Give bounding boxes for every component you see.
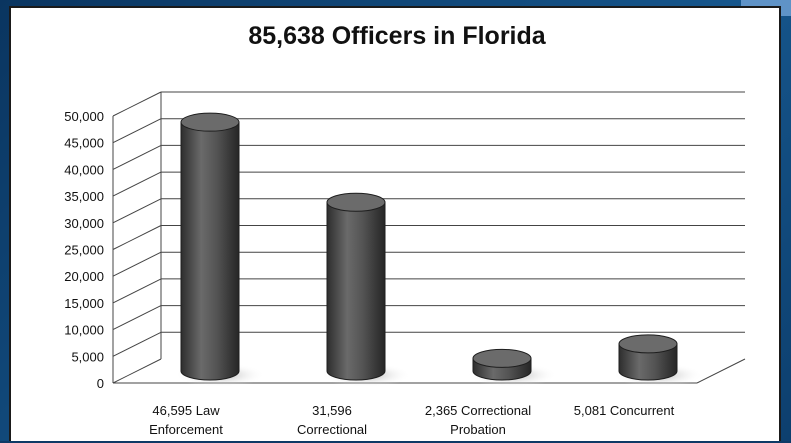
bar bbox=[321, 192, 411, 387]
bar-chart: 0 5,000 10,000 15,000 20,000 25,000 30,000 35,0… bbox=[64, 91, 746, 437]
bar-body bbox=[326, 201, 386, 381]
y-tick-label: 40,000 bbox=[64, 162, 104, 177]
floor-right-edge bbox=[696, 358, 746, 384]
gridline-depth bbox=[112, 144, 162, 170]
x-tick-label: 46,595 Law bbox=[152, 403, 220, 418]
y-tick-label: 5,000 bbox=[71, 349, 104, 364]
gridline-depth bbox=[112, 331, 162, 357]
gridline-depth bbox=[112, 171, 162, 197]
x-tick-label: Correctional bbox=[297, 422, 367, 437]
y-tick-label: 10,000 bbox=[64, 323, 104, 338]
gridline-depth bbox=[112, 305, 162, 331]
x-tick-label: 2,365 Correctional bbox=[425, 403, 531, 418]
floor-left-edge bbox=[112, 358, 162, 384]
gridline-depth bbox=[112, 91, 162, 117]
y-tick-label: 50,000 bbox=[64, 109, 104, 124]
x-tick-label: 5,081 Concurrent bbox=[574, 403, 675, 418]
y-axis: 0 5,000 10,000 15,000 20,000 25,000 30,000 35,0… bbox=[64, 109, 104, 391]
y-tick-label: 30,000 bbox=[64, 216, 104, 231]
bar bbox=[175, 112, 265, 387]
bar-top bbox=[472, 348, 532, 368]
y-tick-label: 0 bbox=[97, 376, 104, 391]
gridline-depth bbox=[112, 198, 162, 224]
gridline-depth bbox=[112, 118, 162, 144]
x-tick-label: Probation bbox=[450, 422, 506, 437]
bar-body bbox=[618, 343, 678, 381]
bar bbox=[467, 348, 557, 387]
y-tick-label: 35,000 bbox=[64, 189, 104, 204]
gridlines bbox=[112, 91, 746, 384]
y-tick-label: 20,000 bbox=[64, 269, 104, 284]
y-tick-label: 25,000 bbox=[64, 243, 104, 258]
bar-top bbox=[326, 192, 386, 212]
y-tick-label: 15,000 bbox=[64, 296, 104, 311]
chart-title: 85,638 Officers in Florida bbox=[248, 22, 546, 50]
gridline-depth bbox=[112, 251, 162, 277]
bar-top bbox=[180, 112, 240, 132]
chart-panel: 85,638 Officers in Florida 0 5,000 10,000 1… bbox=[9, 6, 781, 441]
bar-top bbox=[618, 334, 678, 354]
bar-body bbox=[180, 121, 240, 381]
bar bbox=[613, 334, 703, 387]
gridline-depth bbox=[112, 225, 162, 250]
gridline-depth bbox=[112, 278, 162, 304]
x-tick-label: 31,596 bbox=[312, 403, 352, 418]
y-tick-label: 45,000 bbox=[64, 136, 104, 151]
bars bbox=[175, 112, 703, 387]
x-tick-label: Enforcement bbox=[149, 422, 223, 437]
x-axis-labels: 46,595 Law Enforcement 31,596 Correctional 2… bbox=[149, 403, 674, 437]
